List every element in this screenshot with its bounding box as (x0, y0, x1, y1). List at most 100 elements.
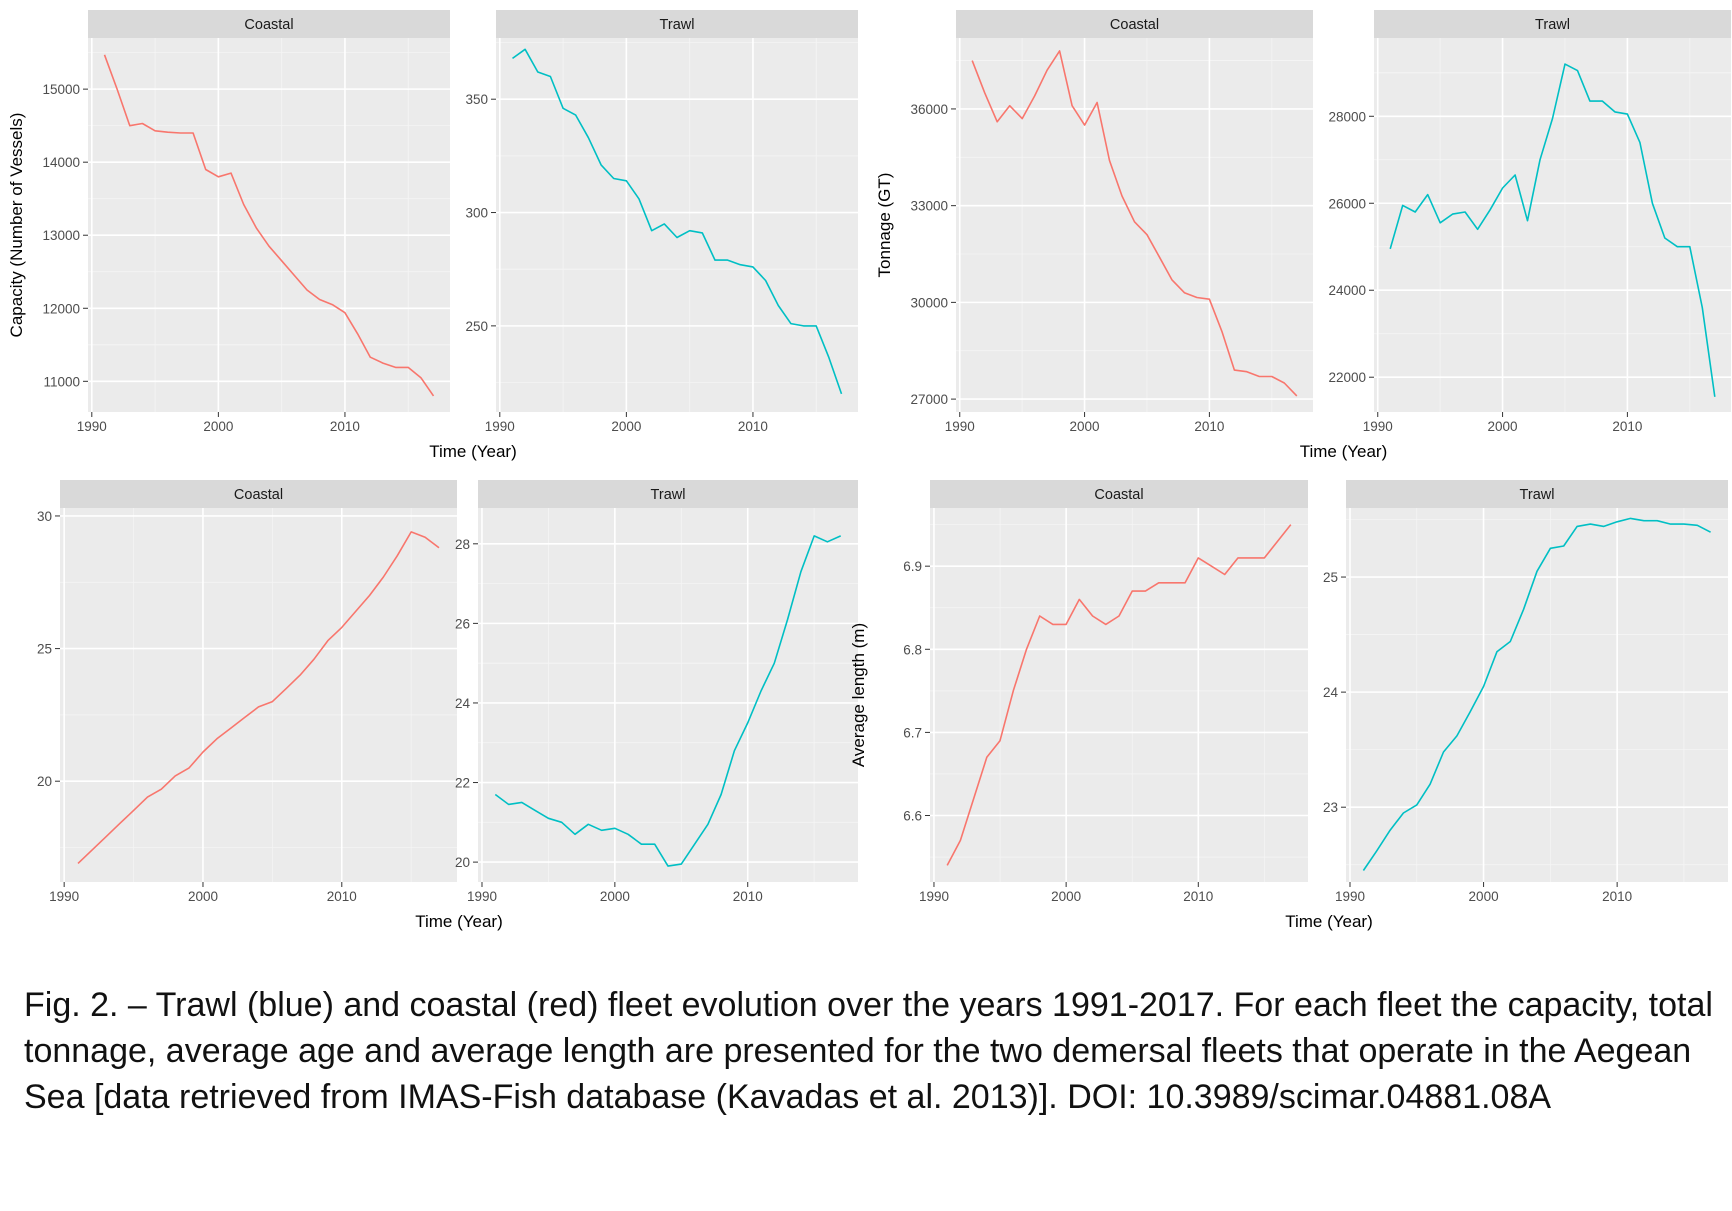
y-tick-label: 27000 (910, 392, 948, 407)
series-line-trawl (512, 48, 843, 395)
y-tick-label: 28 (455, 537, 470, 552)
x-tick-label: 2010 (327, 889, 357, 904)
series-line-coastal (946, 524, 1292, 866)
y-tick-label: 6.8 (903, 642, 922, 657)
facet-strip (478, 480, 858, 508)
y-tick-label: 33000 (910, 199, 948, 214)
panel-background (1374, 38, 1731, 412)
facet-strip (956, 10, 1313, 38)
panel-background (478, 508, 858, 882)
x-tick-label: 1990 (485, 419, 515, 434)
y-tick-label: 24 (1323, 685, 1339, 700)
y-tick-label: 6.9 (903, 559, 922, 574)
x-tick-label: 2000 (611, 419, 641, 434)
facet-strip (88, 10, 450, 38)
panel-8: Trawl 1990 2000 2010 23 24 25 (1323, 480, 1728, 904)
panel-background (1346, 508, 1728, 882)
y-tick-label: 15000 (42, 82, 80, 97)
series-line-coastal (77, 531, 440, 864)
panel-1: Coastal 1990 2000 2010 11000 12000 13000 14000 1… (7, 10, 450, 434)
x-tick-label: 2010 (1183, 889, 1213, 904)
facet-strip (1374, 10, 1731, 38)
y-tick-label: 13000 (42, 228, 80, 243)
panel-3: Coastal 1990 2000 2010 27000 30000 33000 36000 T… (875, 10, 1313, 434)
facet-strip-label: Trawl (1535, 17, 1570, 33)
x-axis-title: Time (Year) (1285, 912, 1373, 931)
facet-strip (1346, 480, 1728, 508)
x-tick-label: 2000 (1070, 419, 1100, 434)
y-tick-label: 22 (455, 776, 470, 791)
y-tick-label: 30 (37, 509, 52, 524)
y-tick-label: 6.6 (903, 809, 922, 824)
y-tick-label: 6.7 (903, 725, 922, 740)
y-tick-label: 24000 (1328, 283, 1366, 298)
facet-strip-label: Coastal (234, 487, 283, 503)
x-tick-label: 2000 (1051, 889, 1081, 904)
x-tick-label: 2000 (1488, 419, 1518, 434)
x-tick-label: 2010 (1194, 419, 1224, 434)
x-axis-title: Time (Year) (429, 442, 517, 461)
facet-strip-label: Coastal (1110, 17, 1159, 33)
x-tick-label: 2000 (188, 889, 218, 904)
x-tick-label: 1990 (49, 889, 79, 904)
y-axis-title: Tonnage (GT) (875, 173, 894, 278)
x-tick-label: 2010 (1602, 889, 1632, 904)
y-tick-label: 14000 (42, 155, 80, 170)
x-tick-label: 1990 (77, 419, 107, 434)
panel-background (496, 38, 858, 412)
facet-strip-label: Coastal (1094, 487, 1143, 503)
panel-4: Trawl 1990 2000 2010 22000 24000 26000 28000 (1328, 10, 1731, 434)
y-tick-label: 20 (455, 855, 470, 870)
x-tick-label: 1990 (945, 419, 975, 434)
series-line-coastal (103, 54, 435, 397)
x-tick-label: 1990 (1335, 889, 1365, 904)
x-tick-label: 2010 (1612, 419, 1642, 434)
y-tick-label: 250 (465, 319, 488, 334)
panel-7: Coastal 1990 2000 2010 6.6 6.7 6.8 6.9 Average l… (849, 480, 1308, 904)
x-tick-label: 1990 (467, 889, 497, 904)
x-tick-label: 2000 (203, 419, 233, 434)
y-tick-label: 22000 (1328, 370, 1366, 385)
y-tick-label: 26 (455, 616, 470, 631)
series-line-coastal (971, 50, 1298, 397)
panel-background (956, 38, 1313, 412)
y-tick-label: 30000 (910, 295, 948, 310)
panel-background (88, 38, 450, 412)
panel-background (930, 508, 1308, 882)
facet-strip-label: Coastal (244, 17, 293, 33)
y-tick-label: 28000 (1328, 109, 1366, 124)
facet-strip (60, 480, 457, 508)
y-axis-title: Capacity (Number of Vessels) (7, 113, 26, 338)
panel-6: Trawl 1990 2000 2010 20 22 24 26 28 (455, 480, 858, 904)
facet-strip-label: Trawl (660, 17, 695, 33)
y-tick-label: 300 (465, 206, 488, 221)
y-tick-label: 36000 (910, 102, 948, 117)
y-tick-label: 25 (1323, 570, 1338, 585)
y-tick-label: 350 (465, 92, 488, 107)
x-tick-label: 2010 (330, 419, 360, 434)
facet-strip (496, 10, 858, 38)
series-line-trawl (1389, 63, 1716, 397)
facet-strip-label: Trawl (651, 487, 686, 503)
panel-background (60, 508, 457, 882)
y-tick-label: 23 (1323, 800, 1338, 815)
y-axis-title: Average length (m) (849, 623, 868, 767)
faceted-line-figure: Coastal 1990 2000 2010 11000 12000 13000 14000 1… (7, 10, 1731, 931)
y-tick-label: 11000 (43, 374, 80, 389)
y-tick-label: 25 (37, 642, 52, 657)
x-axis-title: Time (Year) (415, 912, 503, 931)
panel-5: Coastal199020002010202530Average age (Ye… (37, 480, 457, 904)
y-tick-label: 24 (455, 696, 471, 711)
x-tick-label: 1990 (919, 889, 949, 904)
y-tick-label: 26000 (1328, 196, 1366, 211)
facet-strip (930, 480, 1308, 508)
x-tick-label: 2000 (600, 889, 630, 904)
x-tick-label: 2010 (738, 419, 768, 434)
figure-caption: Fig. 2. – Trawl (blue) and coastal (red)… (24, 986, 1713, 1116)
facet-strip-label: Trawl (1520, 487, 1555, 503)
series-line-trawl (1362, 517, 1711, 871)
x-tick-label: 2000 (1469, 889, 1499, 904)
x-tick-label: 2010 (733, 889, 763, 904)
y-tick-label: 12000 (42, 301, 80, 316)
y-tick-label: 20 (37, 774, 52, 789)
